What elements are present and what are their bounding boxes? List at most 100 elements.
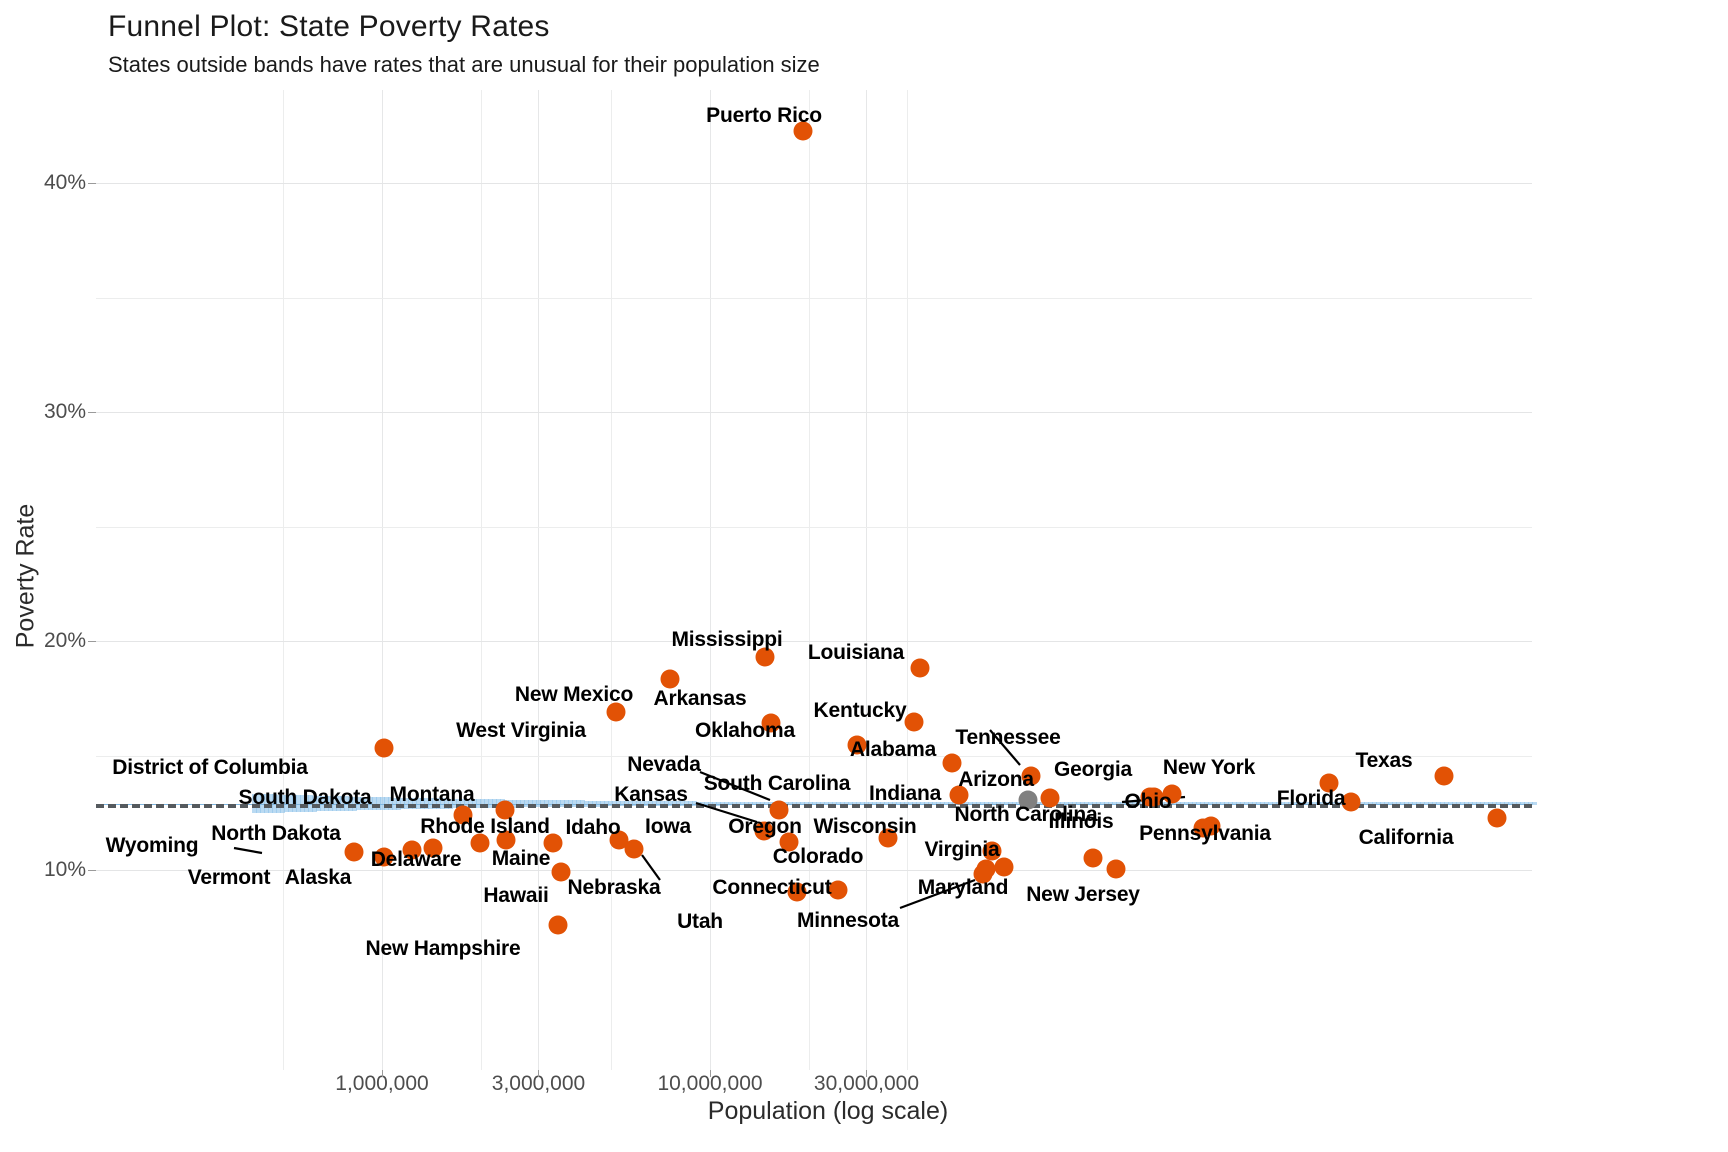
- gridline-x-minor: [283, 90, 285, 1070]
- data-point[interactable]: [606, 702, 626, 722]
- point-label: Louisiana: [807, 641, 905, 664]
- leader-line: [233, 846, 263, 855]
- data-point[interactable]: [1106, 859, 1126, 879]
- data-point[interactable]: [1319, 773, 1339, 793]
- y-tick-label: 20%: [43, 629, 86, 652]
- point-label: Alaska: [284, 866, 352, 889]
- data-point[interactable]: [495, 800, 515, 820]
- data-point[interactable]: [344, 842, 364, 862]
- data-point[interactable]: [755, 647, 775, 667]
- point-label: Colorado: [772, 845, 864, 868]
- data-point[interactable]: [423, 838, 443, 858]
- data-point[interactable]: [973, 864, 993, 884]
- x-axis-label: Population (log scale): [707, 1097, 949, 1125]
- data-point[interactable]: [847, 735, 867, 755]
- data-point[interactable]: [1021, 766, 1041, 786]
- point-label: Arkansas: [653, 687, 747, 710]
- point-label: Oklahoma: [695, 719, 795, 742]
- point-label: North Dakota: [211, 822, 341, 845]
- y-axis-label: Poverty Rate: [11, 503, 40, 649]
- data-point[interactable]: [453, 805, 473, 825]
- point-label: New Mexico: [514, 683, 634, 706]
- plot-panel: Puerto Rico Mississippi Louisiana West Virg…: [96, 90, 1537, 1070]
- data-point[interactable]: [543, 833, 563, 853]
- data-point[interactable]: [910, 658, 930, 678]
- data-point[interactable]: [1083, 848, 1103, 868]
- data-point[interactable]: [402, 840, 422, 860]
- point-label: Wisconsin: [813, 815, 917, 838]
- point-label: Nevada: [627, 753, 701, 776]
- point-label: Minnesota: [796, 909, 900, 932]
- point-label: Wyoming: [105, 834, 199, 857]
- point-label: Idaho: [565, 816, 621, 839]
- gridline-y: [96, 412, 1532, 413]
- data-point[interactable]: [496, 830, 516, 850]
- point-label: Kansas: [614, 783, 688, 806]
- point-label: Ohio: [1124, 790, 1172, 813]
- data-point[interactable]: [904, 712, 924, 732]
- point-label: Maine: [491, 847, 551, 870]
- data-point[interactable]: [878, 828, 898, 848]
- point-label: Virginia: [924, 838, 1000, 861]
- data-point[interactable]: [769, 800, 789, 820]
- point-label: West Virginia: [456, 719, 586, 742]
- y-tick-mark: [88, 412, 96, 413]
- point-label: South Carolina: [703, 772, 851, 795]
- data-point[interactable]: [1341, 792, 1361, 812]
- data-point[interactable]: [779, 832, 799, 852]
- gridline-x-minor: [808, 90, 810, 1070]
- gridline-y: [96, 870, 1532, 871]
- data-point[interactable]: [374, 847, 394, 867]
- data-point[interactable]: [548, 915, 568, 935]
- data-point[interactable]: [754, 821, 774, 841]
- data-point[interactable]: [609, 830, 629, 850]
- gridline-y-minor: [96, 755, 1532, 757]
- data-point[interactable]: [982, 841, 1002, 861]
- y-axis-label-wrap: Poverty Rate: [12, 0, 42, 1152]
- point-label: District of Columbia: [112, 756, 308, 779]
- data-point[interactable]: [1018, 790, 1038, 810]
- data-point[interactable]: [787, 882, 807, 902]
- y-tick-mark: [88, 183, 96, 184]
- data-point[interactable]: [1487, 808, 1507, 828]
- y-tick-mark: [88, 870, 96, 871]
- point-label: Montana: [389, 783, 475, 806]
- data-point[interactable]: [942, 753, 962, 773]
- data-point[interactable]: [1040, 788, 1060, 808]
- point-label: Connecticut: [712, 876, 832, 899]
- point-label: Tennessee: [955, 726, 1061, 749]
- data-point[interactable]: [1434, 766, 1454, 786]
- x-tick-mark: [710, 1070, 711, 1077]
- data-point[interactable]: [624, 839, 644, 859]
- gridline-x: [866, 90, 868, 1070]
- point-label: Iowa: [645, 815, 691, 838]
- point-label: Kentucky: [813, 699, 907, 722]
- data-point[interactable]: [551, 862, 571, 882]
- y-tick-mark: [88, 641, 96, 642]
- chart-subtitle: States outside bands have rates that are…: [108, 52, 820, 77]
- point-label: Maryland: [917, 876, 1009, 899]
- x-tick-label: 30,000,000: [813, 1072, 920, 1095]
- point-label: Delaware: [370, 848, 462, 871]
- data-point[interactable]: [828, 880, 848, 900]
- data-point[interactable]: [1140, 787, 1160, 807]
- point-label: California: [1358, 826, 1454, 849]
- y-tick-label: 40%: [43, 171, 86, 194]
- gridline-x-minor: [907, 90, 909, 1070]
- data-point[interactable]: [994, 857, 1014, 877]
- data-point[interactable]: [1193, 818, 1213, 838]
- funnel-band-slice: [1532, 802, 1537, 805]
- point-label: Rhode Island: [420, 815, 550, 838]
- point-label: Indiana: [868, 782, 942, 805]
- data-point[interactable]: [793, 121, 813, 141]
- data-point[interactable]: [1162, 784, 1182, 804]
- data-point[interactable]: [949, 785, 969, 805]
- point-label: Georgia: [1054, 758, 1132, 781]
- data-point[interactable]: [374, 738, 394, 758]
- data-point[interactable]: [660, 669, 680, 689]
- y-tick-label: 30%: [43, 400, 86, 423]
- data-point[interactable]: [470, 833, 490, 853]
- x-tick-mark: [866, 1070, 868, 1077]
- data-point[interactable]: [761, 713, 781, 733]
- gridline-x: [382, 90, 383, 1070]
